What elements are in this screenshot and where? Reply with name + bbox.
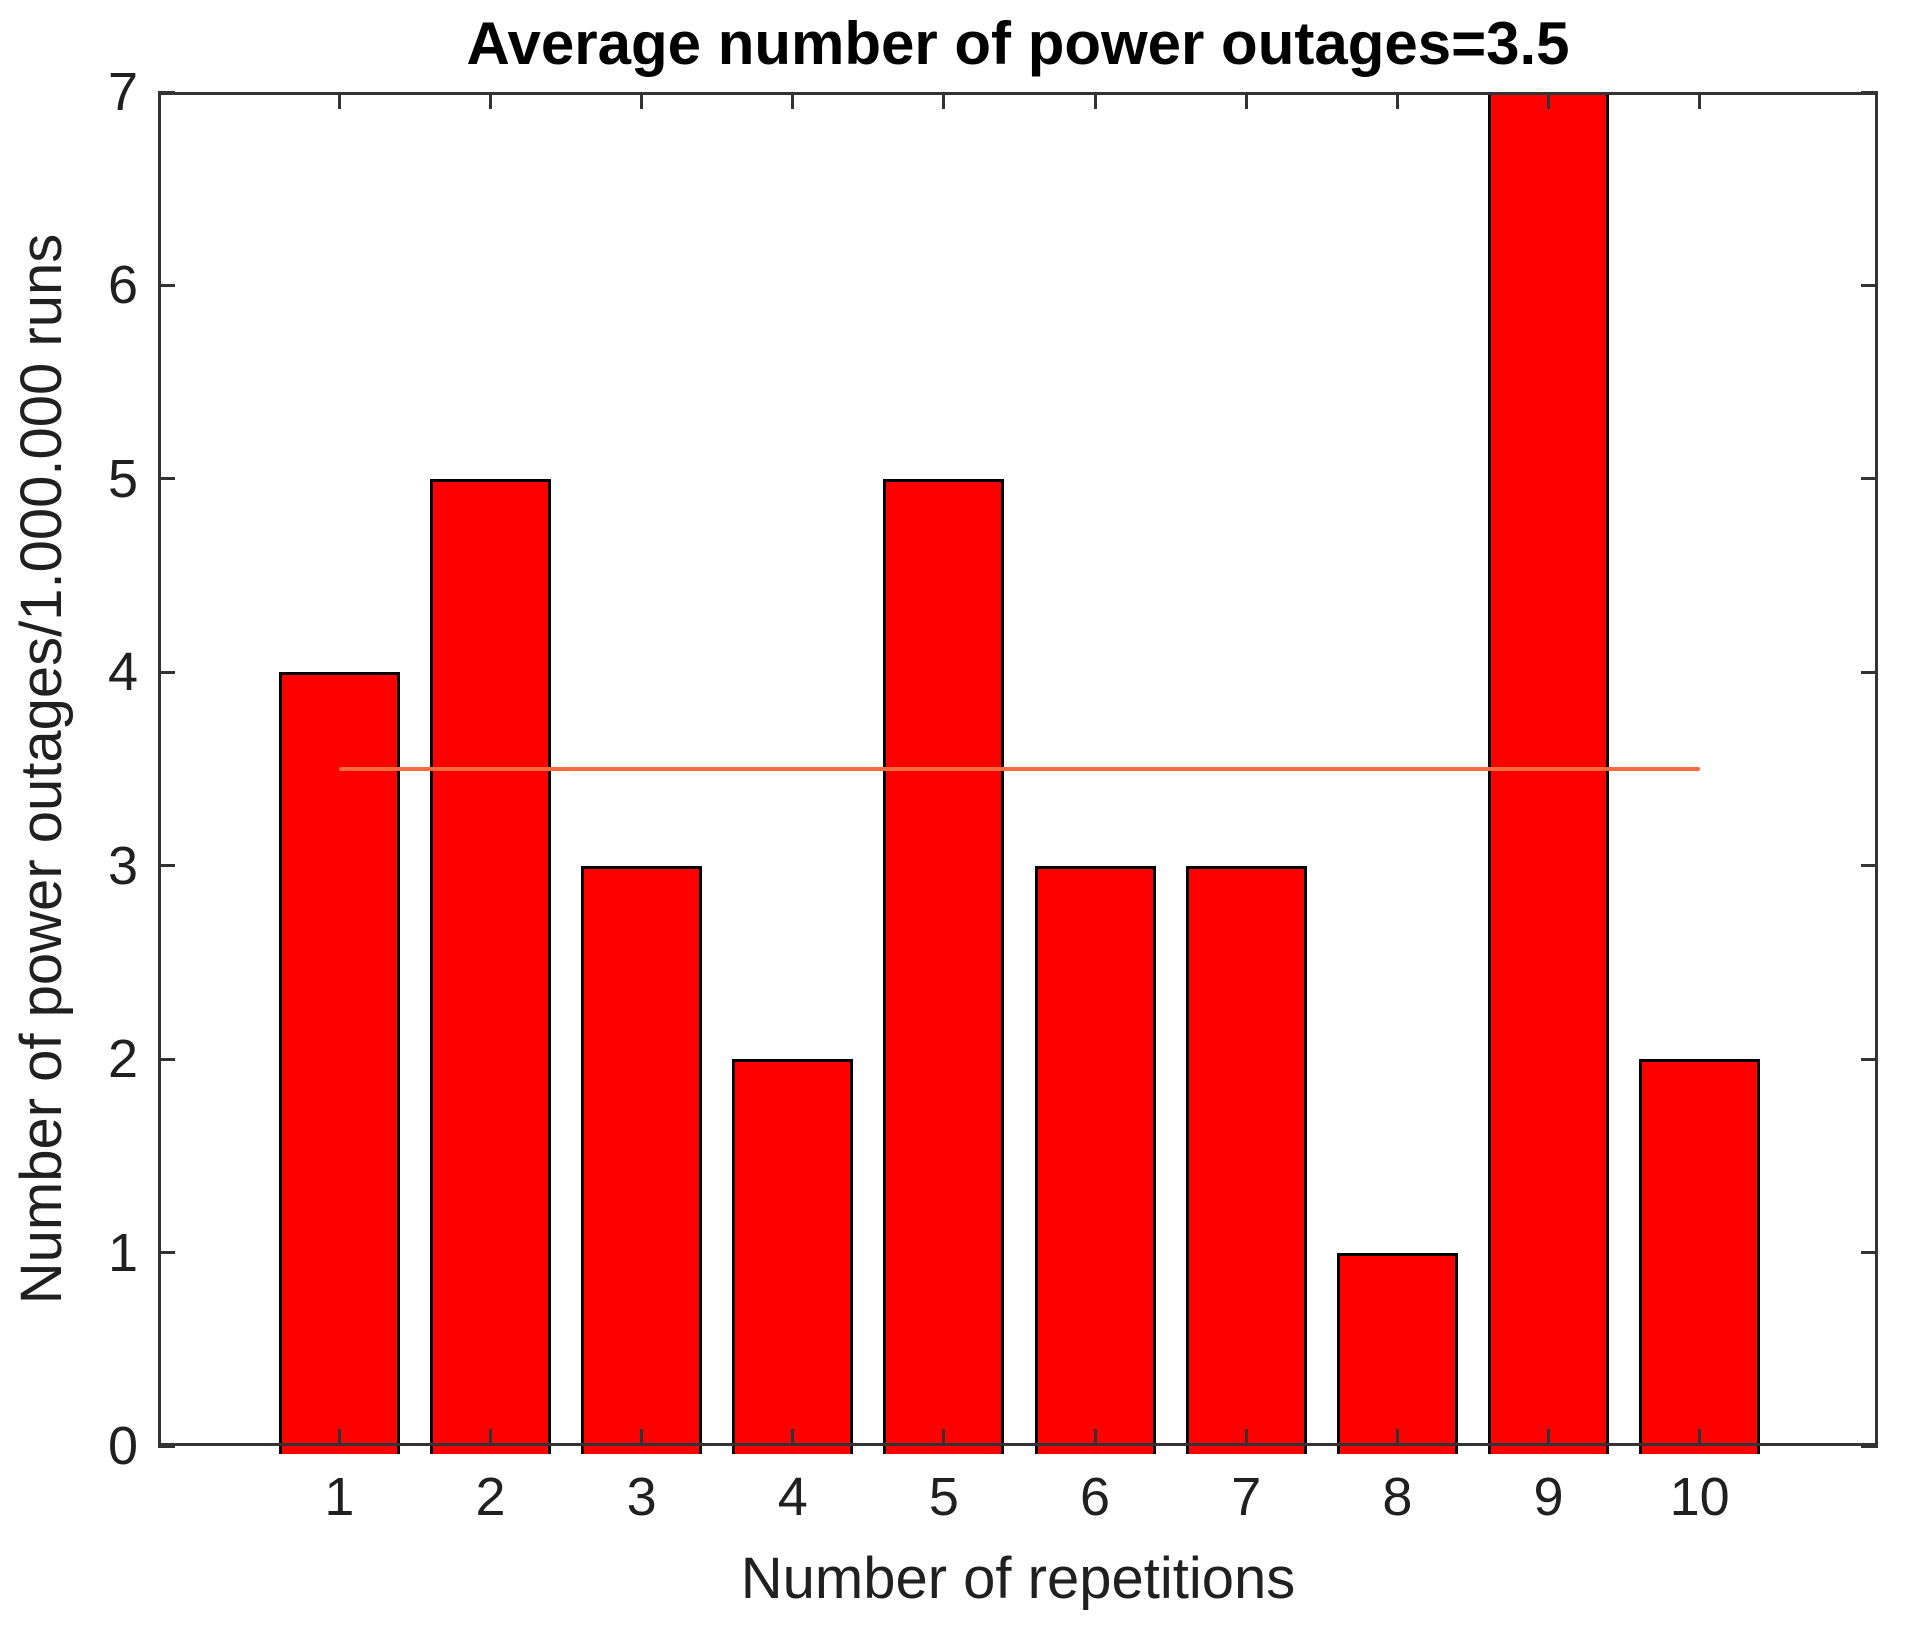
y-tick-right-5 (1861, 477, 1878, 481)
y-tick-left-1 (158, 1251, 175, 1255)
y-tick-label-3: 3 (107, 835, 138, 896)
x-axis-label: Number of repetitions (740, 1546, 1296, 1611)
x-tick-bottom-4 (791, 1429, 795, 1446)
bar-7 (1185, 865, 1307, 1454)
y-tick-right-1 (1861, 1251, 1878, 1255)
bar-8 (1336, 1252, 1458, 1454)
y-tick-left-4 (158, 670, 175, 674)
bar-9 (1488, 92, 1609, 1454)
plot-area (158, 90, 1878, 1454)
y-tick-label-5: 5 (107, 448, 138, 509)
x-tick-label-8: 8 (1382, 1467, 1413, 1527)
x-tick-bottom-7 (1244, 1429, 1248, 1446)
x-tick-label-4: 4 (777, 1467, 808, 1527)
bar-4 (732, 1059, 854, 1454)
x-tick-bottom-6 (1093, 1429, 1097, 1446)
x-tick-bottom-10 (1698, 1429, 1702, 1446)
x-tick-label-2: 2 (475, 1467, 506, 1527)
y-tick-label-0: 0 (107, 1416, 138, 1476)
y-tick-right-0 (1861, 1444, 1878, 1448)
y-tick-right-2 (1861, 1057, 1878, 1061)
y-tick-label-7: 7 (107, 62, 138, 122)
x-tick-top-7 (1244, 92, 1248, 109)
y-tick-left-6 (158, 283, 175, 287)
x-tick-top-6 (1093, 92, 1097, 109)
x-tick-bottom-3 (640, 1429, 644, 1446)
x-tick-label-6: 6 (1080, 1467, 1111, 1527)
x-tick-top-10 (1698, 92, 1702, 109)
x-tick-label-1: 1 (324, 1467, 355, 1527)
y-tick-left-2 (158, 1057, 175, 1061)
y-tick-right-3 (1861, 864, 1878, 868)
x-tick-label-3: 3 (626, 1467, 657, 1527)
x-tick-top-3 (640, 92, 644, 109)
x-tick-label-7: 7 (1231, 1467, 1262, 1527)
y-tick-left-3 (158, 864, 175, 868)
mean-line (339, 767, 1700, 771)
bar-10 (1639, 1059, 1761, 1454)
y-tick-left-0 (158, 1444, 175, 1448)
y-axis-label: Number of power outages/1.000.000 runs (9, 233, 74, 1305)
x-tick-label-5: 5 (928, 1467, 959, 1527)
x-tick-label-9: 9 (1533, 1467, 1564, 1527)
bar-1 (278, 672, 400, 1454)
x-tick-bottom-8 (1395, 1429, 1399, 1446)
chart-title: Average number of power outages=3.5 (466, 10, 1570, 77)
y-tick-left-7 (158, 90, 175, 94)
x-tick-top-9 (1547, 92, 1550, 109)
x-tick-label-10: 10 (1669, 1467, 1730, 1527)
x-tick-top-5 (942, 92, 946, 109)
y-tick-right-7 (1861, 90, 1878, 94)
x-tick-top-4 (791, 92, 795, 109)
y-tick-right-4 (1861, 670, 1878, 674)
bar-2 (430, 478, 551, 1454)
x-tick-top-8 (1395, 92, 1399, 109)
y-tick-label-4: 4 (107, 642, 138, 703)
bar-5 (883, 478, 1005, 1454)
x-tick-top-2 (489, 92, 492, 109)
bar-6 (1034, 865, 1156, 1454)
y-tick-label-2: 2 (107, 1029, 138, 1090)
y-tick-label-6: 6 (107, 255, 138, 316)
x-tick-bottom-9 (1547, 1429, 1550, 1446)
x-tick-bottom-5 (942, 1429, 946, 1446)
x-tick-bottom-2 (489, 1429, 492, 1446)
bar-3 (581, 865, 703, 1454)
y-tick-label-1: 1 (107, 1222, 138, 1283)
x-tick-bottom-1 (337, 1429, 341, 1446)
y-tick-right-6 (1861, 283, 1878, 287)
y-tick-left-5 (158, 477, 175, 481)
x-tick-top-1 (337, 92, 341, 109)
